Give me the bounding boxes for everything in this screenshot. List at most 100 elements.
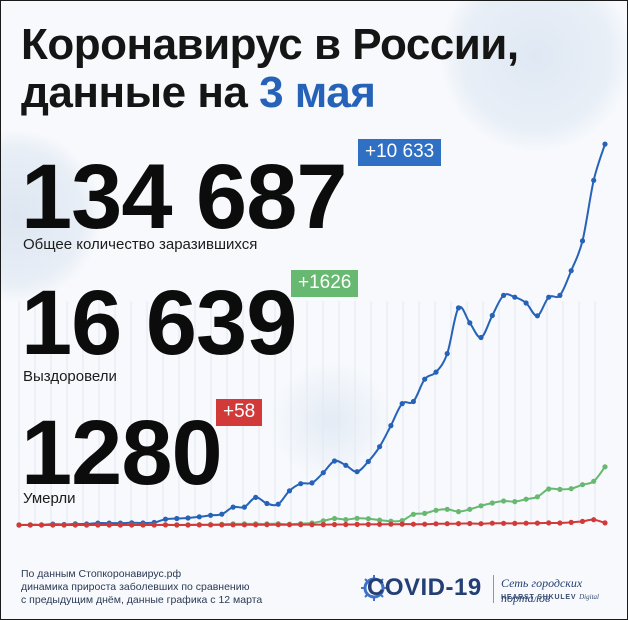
data-point xyxy=(38,522,45,528)
data-point xyxy=(298,522,304,528)
data-point xyxy=(230,504,236,510)
data-point xyxy=(208,522,214,528)
data-point xyxy=(546,294,552,300)
title-line-1: Коронавирус в России, xyxy=(21,20,519,69)
data-point xyxy=(534,494,541,500)
covid-logo-text: COVID-19 xyxy=(367,574,482,601)
data-point xyxy=(275,501,281,507)
data-point xyxy=(478,334,484,341)
page-title: Коронавирус в России, данные на 3 мая xyxy=(21,21,519,117)
data-point xyxy=(523,520,529,526)
data-point xyxy=(286,488,293,494)
data-point xyxy=(591,478,597,484)
deaths-delta-badge: +58 xyxy=(216,399,263,426)
data-point xyxy=(557,486,563,492)
data-point xyxy=(275,522,281,528)
recovered-delta-badge: +1626 xyxy=(291,270,359,297)
data-point xyxy=(27,522,33,528)
deaths-value: 1280 xyxy=(21,402,223,504)
data-point xyxy=(331,458,338,464)
data-point xyxy=(512,499,518,505)
data-point xyxy=(444,521,450,527)
data-point xyxy=(512,520,518,527)
data-point xyxy=(422,521,428,527)
data-point xyxy=(467,520,473,527)
data-point xyxy=(84,522,90,528)
data-point xyxy=(253,494,259,500)
data-point xyxy=(512,294,518,300)
data-point xyxy=(602,464,608,470)
data-point xyxy=(546,486,552,492)
data-point xyxy=(422,510,428,516)
cases-chart xyxy=(16,141,608,528)
source-line-1: По данным Стопкоронавирус.рф xyxy=(21,568,182,580)
data-point xyxy=(568,519,574,526)
data-point xyxy=(241,504,247,510)
data-point xyxy=(95,522,101,528)
data-point xyxy=(591,517,597,523)
company-name: HEARST SHKULEV Digital xyxy=(501,593,599,601)
data-point xyxy=(185,515,191,521)
data-point xyxy=(422,376,428,382)
data-point xyxy=(467,320,473,326)
data-point xyxy=(230,522,236,528)
data-point xyxy=(579,482,586,488)
data-point xyxy=(399,401,405,407)
source-line-3: с предыдущим днём, данные графика с 12 м… xyxy=(21,594,263,606)
data-point xyxy=(478,521,484,527)
data-point xyxy=(343,462,349,468)
title-date: 3 мая xyxy=(259,68,376,117)
data-point xyxy=(410,398,416,405)
data-point xyxy=(388,423,394,429)
data-point xyxy=(343,517,349,523)
data-point xyxy=(444,506,450,512)
data-point xyxy=(433,507,439,513)
data-point xyxy=(72,522,78,528)
data-point xyxy=(433,521,439,527)
data-point xyxy=(241,522,247,528)
data-point xyxy=(455,509,462,515)
data-point xyxy=(174,515,180,522)
data-point xyxy=(61,522,67,528)
recovered-value: 16 639 xyxy=(21,272,297,374)
data-point xyxy=(309,522,315,528)
data-point xyxy=(286,522,293,528)
data-point xyxy=(377,517,383,523)
data-point xyxy=(298,481,304,487)
data-point xyxy=(433,369,439,375)
data-point xyxy=(320,522,326,528)
data-point xyxy=(501,520,507,526)
data-point xyxy=(388,521,394,527)
data-point xyxy=(151,522,157,528)
source-note: По данным Стопкоронавирус.рф динамика пр… xyxy=(21,568,262,607)
data-point xyxy=(196,522,202,528)
data-point xyxy=(196,514,202,520)
data-point xyxy=(185,522,191,528)
data-point xyxy=(467,506,473,512)
data-point xyxy=(568,268,574,274)
data-point xyxy=(162,516,169,522)
data-point xyxy=(264,522,270,528)
data-point xyxy=(546,520,552,526)
data-point xyxy=(354,521,360,528)
network-name: Сеть городских порталов xyxy=(501,576,583,605)
data-point xyxy=(568,486,574,492)
data-point xyxy=(174,522,180,528)
data-point xyxy=(523,300,529,306)
data-point xyxy=(106,522,112,528)
company-suffix: Digital xyxy=(579,593,599,601)
total-cases-label: Общее количество заразившихся xyxy=(23,236,258,253)
data-point xyxy=(320,518,326,524)
data-point xyxy=(455,305,462,311)
total-cases-value: 134 687 xyxy=(21,146,348,248)
data-point xyxy=(219,511,225,517)
data-point xyxy=(501,498,507,504)
covid-logo-icon xyxy=(361,575,387,601)
brand-divider xyxy=(493,575,494,603)
data-point xyxy=(489,520,495,526)
data-point xyxy=(354,469,360,475)
data-point xyxy=(591,177,597,183)
data-point xyxy=(264,500,270,507)
deaths-label: Умерли xyxy=(23,490,76,507)
data-point xyxy=(534,313,541,319)
